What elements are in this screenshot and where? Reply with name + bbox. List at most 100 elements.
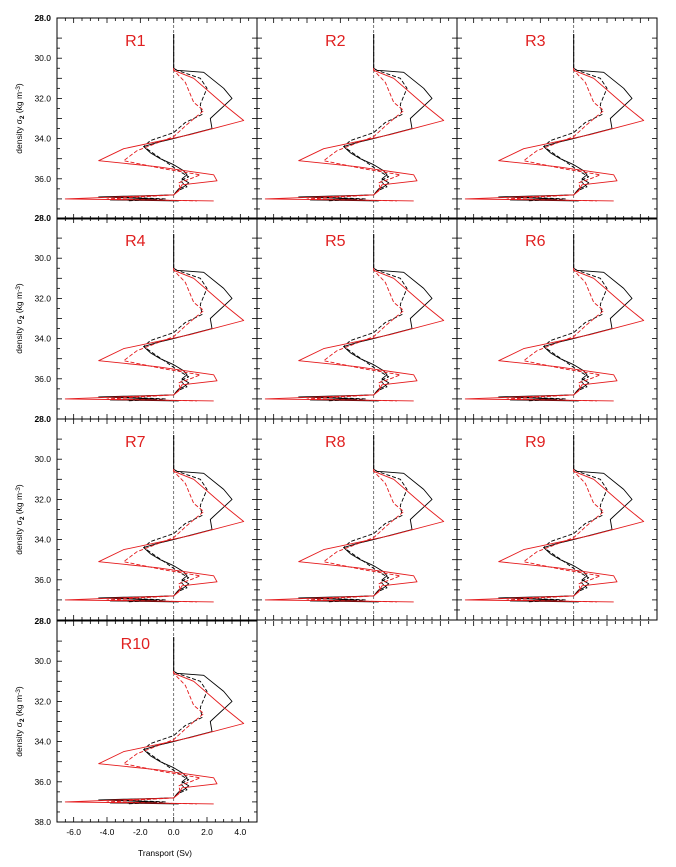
series-red-solid-line: [64, 469, 245, 603]
y-tick-label: 32.0: [34, 293, 51, 303]
series-black-dashed-line: [516, 435, 608, 603]
series-red-solid-line: [464, 268, 645, 402]
series-black-solid-line: [98, 435, 233, 603]
series-black-dashed-line: [516, 234, 608, 402]
series-red-solid-line: [264, 268, 445, 402]
y-tick-label: 30.0: [34, 253, 51, 263]
series-black-solid-line: [98, 234, 233, 402]
series-black-solid-line: [98, 637, 233, 805]
series-black-dashed-line: [316, 234, 408, 402]
y-bound-label: 38.0: [34, 817, 51, 827]
y-tick-label: 34.0: [34, 134, 51, 144]
panel-frame: [56, 620, 258, 823]
x-axis-title: Transport (Sv): [138, 848, 192, 858]
y-tick-label: 30.0: [34, 454, 51, 464]
y-tick-label: 34.0: [34, 737, 51, 747]
x-tick-label: -4.0: [100, 827, 115, 837]
panel-frame: [256, 418, 458, 621]
series-black-dashed-line: [116, 435, 208, 603]
series-black-solid-line: [98, 34, 233, 202]
panel-r10: R10 30.0 32.0 34.0 36.0 28.0 38.0 -6.0 -4.0 -2.0 0…: [34, 616, 258, 837]
series-black-solid-line: [498, 435, 633, 603]
x-tick-label: 0.0: [168, 827, 180, 837]
y-tick-label: 34.0: [34, 535, 51, 545]
panel-frame: [56, 217, 258, 420]
y-axis-title: density σ2 (kg m-3): [14, 484, 26, 555]
series-red-dashed-line: [106, 469, 205, 603]
y-tick-label: 36.0: [34, 174, 51, 184]
series-black-dashed-line: [116, 234, 208, 402]
panel-frame: [56, 418, 258, 621]
series-red-dashed-line: [306, 268, 405, 402]
y-axis-title: density σ2 (kg m-3): [14, 83, 26, 154]
y-tick-label: 30.0: [34, 656, 51, 666]
series-red-solid-line: [264, 68, 445, 202]
panel-label: R1: [125, 33, 146, 50]
series-black-dashed-line: [116, 34, 208, 202]
panel-label: R4: [125, 233, 146, 250]
series-black-solid-line: [498, 34, 633, 202]
series-black-dashed-line: [316, 34, 408, 202]
y-tick-label: 36.0: [34, 575, 51, 585]
series-black-solid-line: [298, 34, 433, 202]
panel-label: R2: [325, 33, 346, 50]
panel-frame: [256, 17, 458, 220]
panel-r7: R7 30.0 32.0 34.0 36.0 28.0: [34, 414, 258, 621]
panel-grid: R1 30.0 32.0 34.0 36.0 28.0 R2 R3 R4 30.0 32.0 34.0…: [34, 13, 658, 837]
y-tick-label: 32.0: [34, 494, 51, 504]
panel-label: R6: [525, 233, 546, 250]
panel-frame: [456, 217, 658, 420]
y-tick-label: 34.0: [34, 334, 51, 344]
y-bound-label: 28.0: [34, 414, 51, 424]
y-bound-label: 28.0: [34, 13, 51, 23]
series-red-dashed-line: [506, 469, 605, 603]
series-red-solid-line: [64, 68, 245, 202]
panel-r3: R3: [456, 17, 658, 220]
series-black-solid-line: [498, 234, 633, 402]
y-tick-label: 32.0: [34, 93, 51, 103]
panel-r9: R9: [456, 418, 658, 621]
panel-r5: R5: [256, 217, 458, 420]
panel-frame: [256, 217, 458, 420]
x-tick-label: -2.0: [133, 827, 148, 837]
panel-label: R9: [525, 434, 546, 451]
series-red-dashed-line: [506, 68, 605, 202]
series-black-dashed-line: [316, 435, 408, 603]
series-black-dashed-line: [516, 34, 608, 202]
panel-r1: R1 30.0 32.0 34.0 36.0 28.0: [34, 13, 258, 220]
panel-r6: R6: [456, 217, 658, 420]
panel-label: R10: [121, 636, 150, 653]
y-tick-label: 32.0: [34, 696, 51, 706]
series-red-dashed-line: [106, 68, 205, 202]
panel-r8: R8: [256, 418, 458, 621]
panel-frame: [456, 418, 658, 621]
series-black-dashed-line: [116, 637, 208, 805]
series-red-dashed-line: [106, 268, 205, 402]
panel-frame: [56, 17, 258, 220]
y-tick-label: 36.0: [34, 374, 51, 384]
panel-r4: R4 30.0 32.0 34.0 36.0 28.0: [34, 213, 258, 420]
y-bound-label: 28.0: [34, 616, 51, 626]
series-black-solid-line: [298, 435, 433, 603]
y-axis-titles: density σ2 (kg m-3) density σ2 (kg m-3) de…: [14, 83, 26, 757]
y-bound-label: 28.0: [34, 213, 51, 223]
series-red-solid-line: [64, 671, 245, 805]
y-tick-label: 30.0: [34, 53, 51, 63]
x-tick-label: 2.0: [201, 827, 213, 837]
panel-label: R7: [125, 434, 146, 451]
series-red-dashed-line: [106, 671, 205, 805]
panel-label: R8: [325, 434, 346, 451]
series-red-solid-line: [464, 68, 645, 202]
series-black-solid-line: [298, 234, 433, 402]
x-tick-label: -6.0: [66, 827, 81, 837]
series-red-solid-line: [464, 469, 645, 603]
series-red-solid-line: [64, 268, 245, 402]
series-red-dashed-line: [306, 68, 405, 202]
x-tick-label: 4.0: [234, 827, 246, 837]
panel-label: R3: [525, 33, 546, 50]
series-red-solid-line: [264, 469, 445, 603]
series-red-dashed-line: [506, 268, 605, 402]
y-tick-label: 36.0: [34, 777, 51, 787]
panel-label: R5: [325, 233, 346, 250]
